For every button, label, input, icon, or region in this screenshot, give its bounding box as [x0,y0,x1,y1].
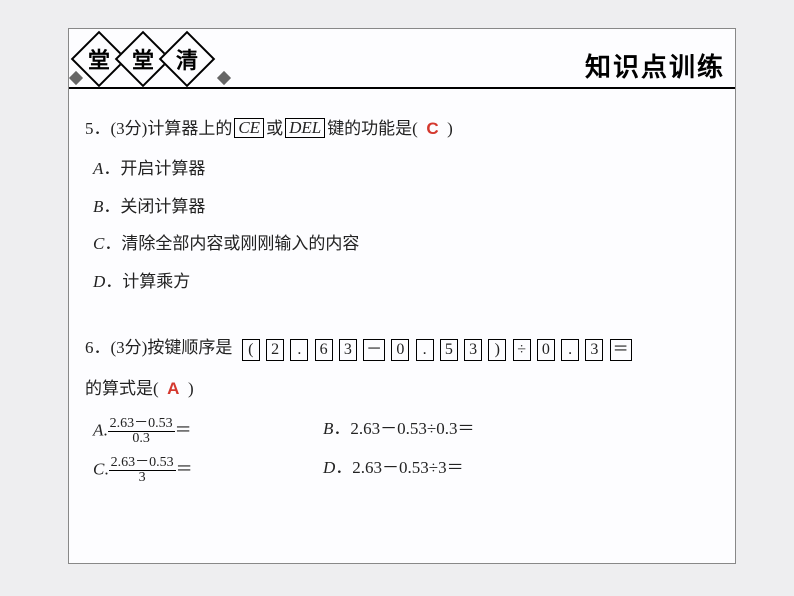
q6-option-b: B．2.63－0.53÷0.3＝ [323,417,474,446]
opt-label-d6: D [323,458,335,477]
q6-points: (3分) [111,338,148,357]
q5-option-c: C．清除全部内容或刚刚输入的内容 [93,232,723,256]
question-6-line2: 的算式是( A ) [85,377,723,401]
spacer [85,308,723,336]
q6-b-text: 2.63－0.53÷0.3＝ [350,419,474,438]
slide-page: 堂 堂 清 知识点训练 5．(3分)计算器上的CE或DEL键的功能是( C ) … [68,28,736,564]
key-sequence: ( 2 . 6 3 － 0 . 5 3 ) ÷ 0 . 3 ＝ [241,337,633,361]
opt-label-c: C [93,234,104,253]
key-7: . [416,339,434,361]
q6-c-eq: ＝ [176,459,193,478]
q6-a-frac: 2.63－0.530.3 [108,417,175,446]
q5-points: (3分) [111,119,148,138]
q5-close: ) [447,119,453,138]
diamond-char-3: 清 [176,43,198,75]
key-3: 6 [315,339,333,361]
key-1: 2 [266,339,284,361]
q5-text-1: 计算器上的 [147,119,232,138]
q5-b-text: 关闭计算器 [120,197,205,216]
header-title: 知识点训练 [585,47,725,84]
key-8: 5 [440,339,458,361]
q6-row-1: A.2.63－0.530.3＝ B．2.63－0.53÷0.3＝ [93,417,723,446]
q6-c-num: 2.63－0.53 [109,456,176,471]
content-area: 5．(3分)计算器上的CE或DEL键的功能是( C ) A．开启计算器 B．关闭… [69,89,735,507]
q6-d-text: 2.63－0.53÷3＝ [352,458,463,477]
q6-c-den: 3 [109,471,176,485]
q5-text-2: 或 [266,119,283,138]
opt-label-c6: C [93,459,104,478]
q6-close: ) [188,379,194,398]
key-15: ＝ [610,339,632,361]
q5-a-text: 开启计算器 [120,159,205,178]
q6-a-den: 0.3 [108,432,175,446]
opt-label-a: A [93,159,103,178]
key-0: ( [242,339,260,361]
q5-c-text: 清除全部内容或刚刚输入的内容 [121,234,359,253]
opt-label-b6: B [323,419,333,438]
q6-option-c: C.2.63－0.533＝ [93,456,323,485]
q5-option-a: A．开启计算器 [93,157,723,181]
key-5: － [363,339,385,361]
question-5-stem: 5．(3分)计算器上的CE或DEL键的功能是( C ) [85,117,723,141]
q5-option-d: D．计算乘方 [93,270,723,294]
question-6-stem: 6．(3分)按键顺序是 ( 2 . 6 3 － 0 . 5 3 ) ÷ 0 . … [85,336,723,361]
q5-text-3: 键的功能是( [327,119,418,138]
q6-row-2: C.2.63－0.533＝ D．2.63－0.53÷3＝ [93,456,723,485]
opt-label-d: D [93,272,105,291]
key-9: 3 [464,339,482,361]
q6-options: A.2.63－0.530.3＝ B．2.63－0.53÷0.3＝ C.2.63－… [93,417,723,485]
key-10: ) [488,339,506,361]
q5-answer: C [426,119,438,138]
q6-a-num: 2.63－0.53 [108,417,175,432]
q6-answer: A [167,379,179,398]
opt-label-a6: A [93,420,103,439]
key-del: DEL [285,118,325,138]
header-bar: 堂 堂 清 知识点训练 [69,29,735,89]
key-6: 0 [391,339,409,361]
q5-number: 5． [85,119,111,138]
q6-line2-text: 的算式是( [85,379,159,398]
decor-diamond-right [217,71,231,85]
diamond-char-2: 堂 [132,43,154,75]
q6-stem-text: 按键顺序是 [147,338,232,357]
key-11: ÷ [513,339,531,361]
key-14: 3 [585,339,603,361]
key-13: . [561,339,579,361]
q5-d-text: 计算乘方 [122,272,190,291]
q6-c-frac: 2.63－0.533 [109,456,176,485]
header-diamond-3: 清 [159,31,216,88]
key-4: 3 [339,339,357,361]
key-ce: CE [234,118,264,138]
diamond-char-1: 堂 [88,43,110,75]
q6-option-a: A.2.63－0.530.3＝ [93,417,323,446]
key-12: 0 [537,339,555,361]
q5-option-b: B．关闭计算器 [93,195,723,219]
key-2: . [290,339,308,361]
q6-number: 6． [85,338,111,357]
q6-a-eq: ＝ [175,420,192,439]
q6-option-d: D．2.63－0.53÷3＝ [323,456,464,485]
opt-label-b: B [93,197,103,216]
decor-diamond-left [69,71,83,85]
